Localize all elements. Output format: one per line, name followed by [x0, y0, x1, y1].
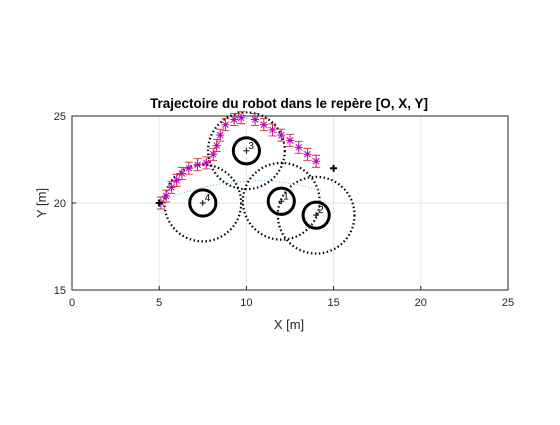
- trajectory-point: [237, 113, 246, 122]
- obstacle-center-mark: [199, 200, 206, 206]
- trajectory-point: [294, 143, 303, 152]
- trajectory-point: [221, 120, 230, 129]
- trajectory-point: [167, 183, 176, 192]
- obstacle-inner-circle: [301, 200, 331, 230]
- trajectory-point: [312, 157, 321, 166]
- trajectory-point: [277, 131, 286, 140]
- axes-box: [71, 115, 509, 291]
- trajectory-point: [177, 169, 186, 178]
- trajectory-point: [184, 164, 193, 173]
- obstacle-inner-circle: [231, 136, 261, 166]
- x-tick-label: 20: [415, 297, 427, 309]
- obstacle-label: 3: [248, 141, 254, 152]
- trajectory-point: [193, 160, 202, 169]
- trajectory-point: [286, 136, 294, 145]
- obstacle-outer-circle: [276, 175, 356, 255]
- x-axis-label: X [m]: [274, 317, 304, 332]
- y-tick-label: 20: [54, 198, 66, 210]
- trajectory-point: [172, 176, 181, 185]
- trajectory-point: [202, 158, 211, 167]
- trajectory-point: [162, 192, 171, 201]
- x-tick-label: 25: [502, 297, 514, 309]
- x-tick-label: 10: [240, 297, 252, 309]
- x-tick-label: 5: [156, 297, 162, 309]
- y-tick-label: 15: [54, 285, 66, 297]
- trajectory-point: [268, 125, 277, 134]
- x-tick-label: 15: [327, 297, 339, 309]
- trajectory-point: [303, 150, 312, 159]
- obstacle-inner-circle: [188, 188, 218, 218]
- waypoint-marker: [330, 164, 338, 172]
- x-tick-label: 0: [69, 297, 75, 309]
- trajectory-point: [216, 131, 225, 140]
- trajectory-point: [259, 120, 268, 129]
- obstacle-center-mark: [313, 212, 320, 219]
- y-tick-label: 25: [54, 111, 66, 123]
- obstacle-label: 2: [318, 205, 324, 216]
- obstacle-center-mark: [243, 147, 250, 154]
- waypoint-marker: [155, 199, 163, 207]
- obstacle-outer-circle: [206, 111, 286, 191]
- obstacle-inner-circle: [266, 186, 296, 216]
- plot-area: 0 5 10 15 20 25 15 20 25 4 3 1 2: [54, 111, 514, 309]
- trajectory-point: [230, 115, 239, 124]
- trajectory-point: [251, 115, 260, 124]
- obstacle-label: 4: [205, 193, 211, 204]
- trajectory-point: [212, 141, 221, 150]
- obstacle-label: 1: [283, 191, 289, 202]
- trajectory-point: [209, 150, 218, 159]
- y-axis-label: Y [m]: [34, 188, 49, 218]
- chart-title: Trajectoire du robot dans le repère [O, …: [150, 96, 428, 111]
